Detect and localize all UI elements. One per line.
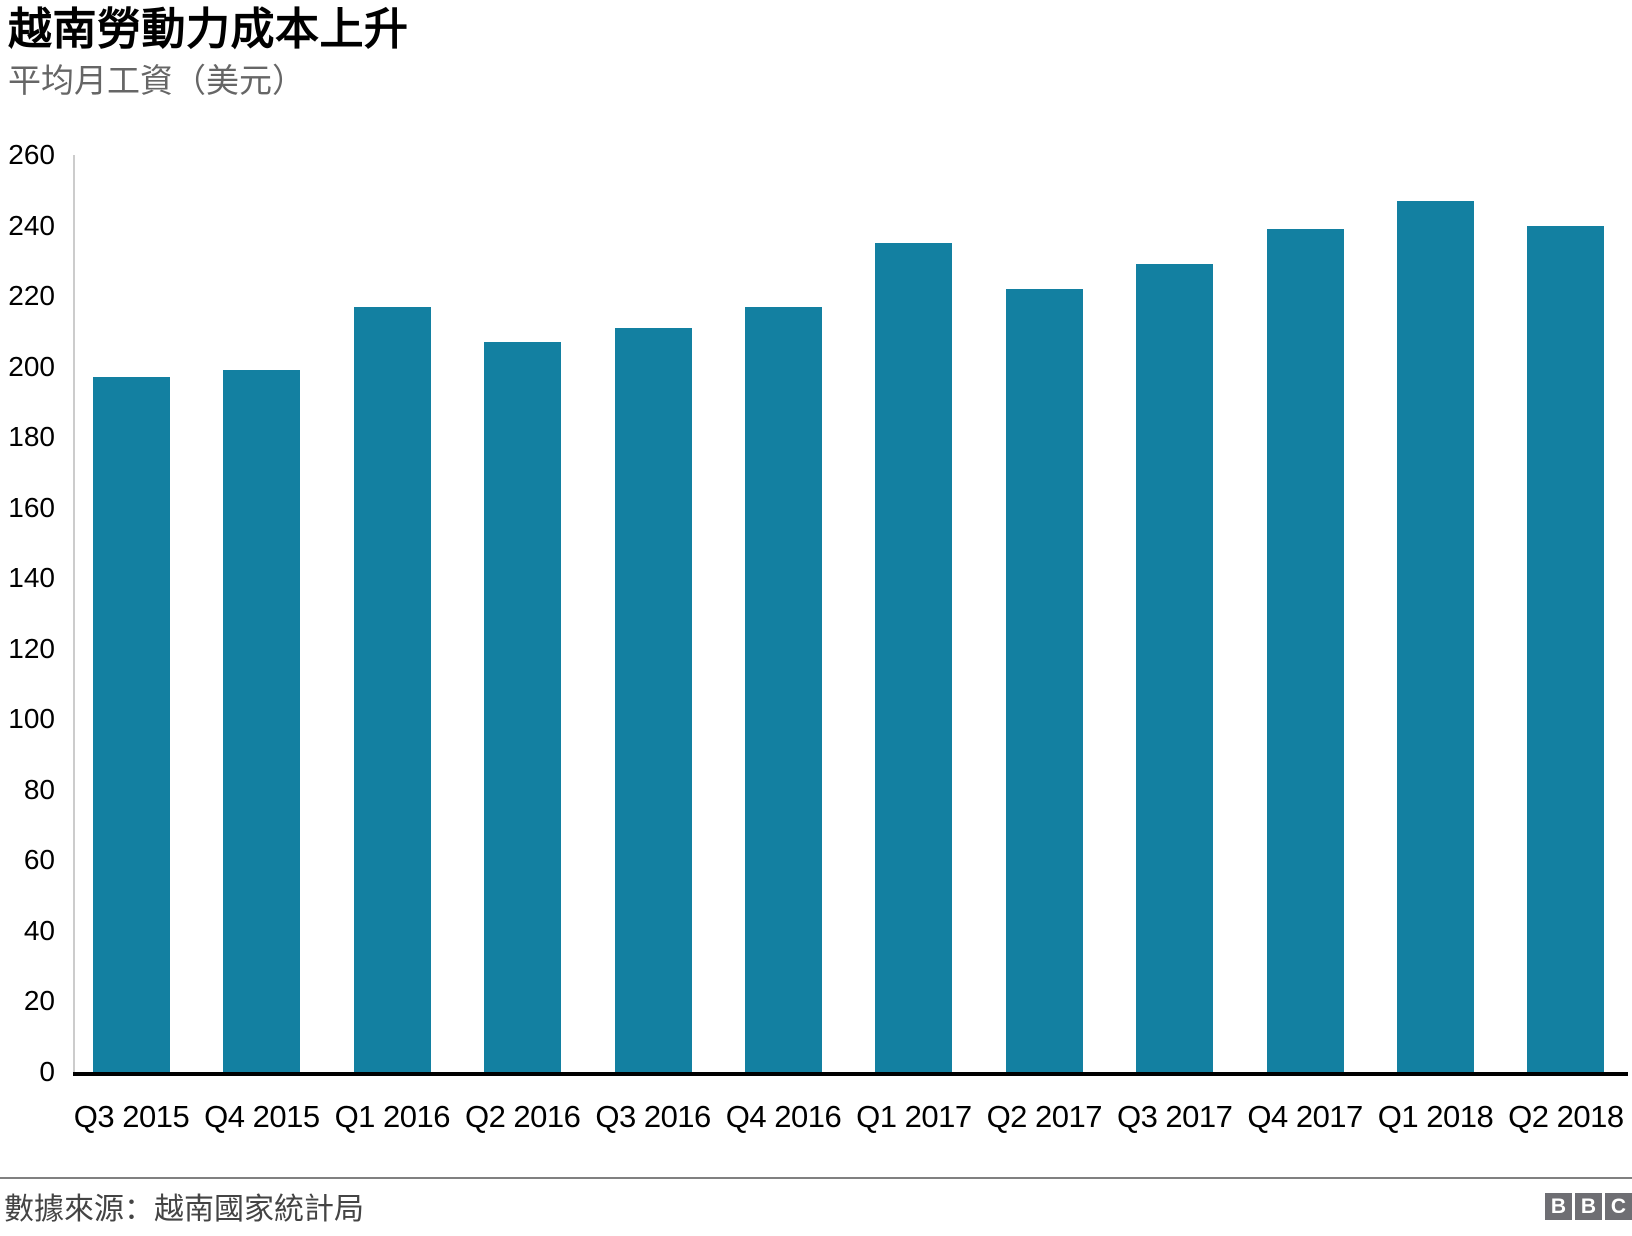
y-tick-label: 140 (8, 562, 55, 594)
chart-title: 越南勞動力成本上升 (8, 5, 409, 54)
x-tick-label: Q1 2017 (856, 1099, 972, 1134)
bar-q3-2016 (614, 327, 692, 1072)
x-tick-label: Q3 2017 (1116, 1099, 1233, 1134)
bar-q4-2015 (223, 370, 301, 1072)
source-text: 數據來源：越南國家統計局 (4, 1193, 364, 1226)
y-tick-label: 240 (8, 209, 55, 241)
y-tick-label: 260 (8, 139, 55, 170)
chart-subtitle: 平均月工資（美元） (8, 62, 305, 99)
bar-q3-2015 (93, 377, 170, 1072)
x-tick-label: Q4 2016 (725, 1099, 842, 1134)
bbc-logo: B B C (1545, 1193, 1632, 1220)
bar-q1-2016 (353, 306, 431, 1072)
bbc-logo-letter: B (1575, 1193, 1602, 1220)
y-tick-label: 220 (8, 280, 55, 312)
bar-q1-2017 (875, 243, 953, 1072)
y-tick-label: 100 (8, 703, 55, 735)
x-axis-line (73, 1072, 1628, 1076)
bar-q4-2017 (1266, 229, 1344, 1072)
bar-q1-2018 (1397, 200, 1474, 1072)
plot-area (73, 155, 1628, 1072)
x-tick-label: Q3 2016 (595, 1099, 711, 1134)
bbc-logo-letter: B (1545, 1193, 1572, 1220)
x-tick-label: Q3 2015 (73, 1099, 190, 1134)
x-tick-label: Q2 2018 (1508, 1099, 1624, 1134)
y-tick-label: 160 (8, 491, 55, 523)
x-tick-label: Q4 2017 (1247, 1099, 1363, 1134)
footer-divider (0, 1177, 1632, 1179)
y-tick-label: 40 (23, 914, 55, 946)
bar-q2-2016 (484, 341, 562, 1072)
y-tick-label: 180 (8, 421, 55, 453)
y-tick-label: 0 (39, 1056, 55, 1087)
x-tick-label: Q2 2016 (464, 1099, 581, 1134)
y-axis-line (73, 155, 75, 1072)
x-tick-label: Q2 2017 (986, 1099, 1103, 1134)
y-tick-label: 120 (8, 632, 55, 664)
y-tick-label: 20 (23, 985, 55, 1017)
bar-q4-2016 (745, 306, 822, 1072)
bar-q2-2017 (1005, 289, 1083, 1072)
y-tick-label: 200 (8, 350, 55, 382)
bar-q3-2017 (1136, 264, 1214, 1072)
bar-q2-2018 (1527, 225, 1605, 1072)
x-tick-label: Q1 2016 (334, 1099, 451, 1134)
x-tick-label: Q1 2018 (1377, 1099, 1494, 1134)
bbc-logo-letter: C (1605, 1193, 1632, 1220)
x-tick-label: Q4 2015 (204, 1099, 320, 1134)
y-tick-label: 60 (23, 844, 55, 876)
y-tick-label: 80 (23, 773, 55, 805)
